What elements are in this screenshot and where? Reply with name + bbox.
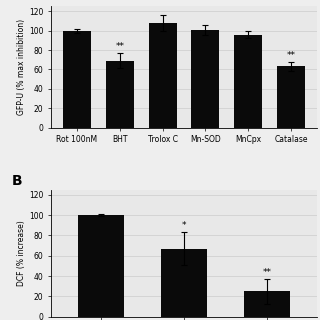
- Bar: [277, 67, 305, 128]
- Bar: [234, 35, 262, 128]
- Y-axis label: GFP-U (% max inhibition): GFP-U (% max inhibition): [17, 19, 26, 115]
- Bar: [191, 30, 219, 128]
- Y-axis label: DCF (% increase): DCF (% increase): [17, 220, 26, 286]
- Text: **: **: [287, 51, 296, 60]
- Bar: [161, 249, 207, 317]
- Text: **: **: [115, 42, 124, 51]
- Text: *: *: [182, 221, 186, 230]
- Bar: [78, 215, 124, 317]
- Bar: [63, 31, 91, 128]
- Bar: [149, 23, 177, 128]
- Bar: [244, 292, 290, 317]
- Bar: [106, 61, 134, 128]
- Text: B: B: [12, 174, 22, 188]
- Text: **: **: [262, 268, 271, 277]
